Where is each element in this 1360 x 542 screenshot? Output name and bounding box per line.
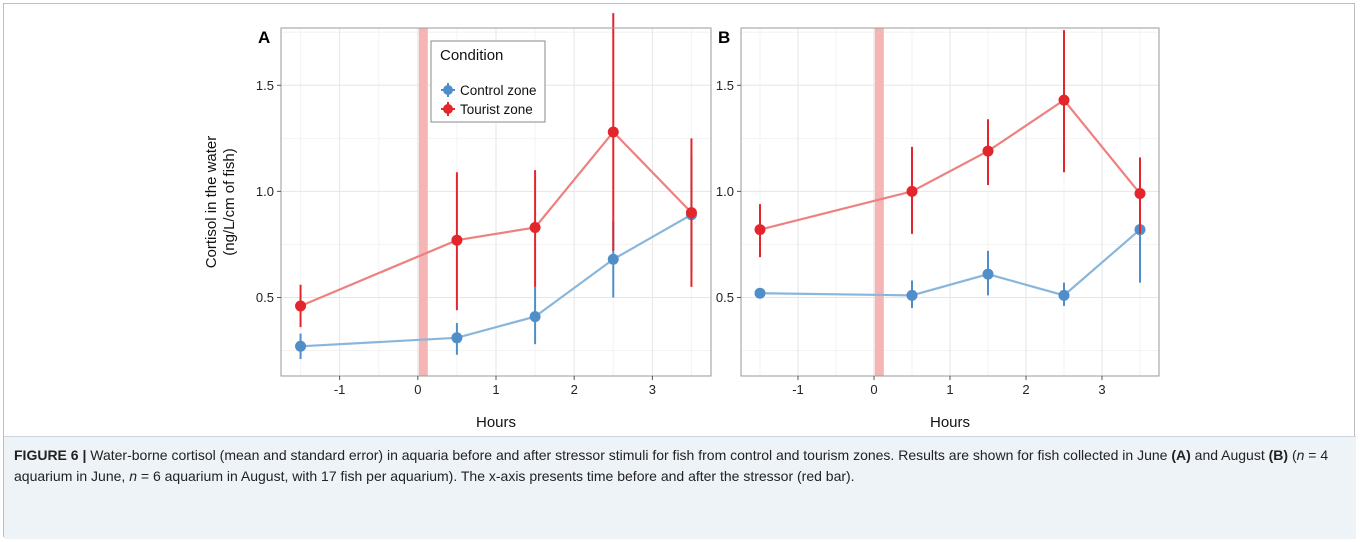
stressor-bar <box>418 28 428 376</box>
stressor-bar <box>874 28 884 376</box>
caption-text-3: ( <box>1288 447 1297 463</box>
y-tick-label: 1.5 <box>716 78 734 93</box>
x-tick-label: 0 <box>414 382 421 397</box>
caption-ref-august: (B) <box>1268 447 1289 463</box>
data-point <box>685 207 697 219</box>
data-point <box>451 332 463 344</box>
panel-label: A <box>258 28 270 47</box>
x-tick-label: 1 <box>492 382 499 397</box>
caption-ref-june: (A) <box>1171 447 1191 463</box>
legend-entry: Control zone <box>460 83 537 98</box>
data-point <box>906 185 918 197</box>
data-point <box>1058 289 1070 301</box>
legend-entry: Tourist zone <box>460 102 533 117</box>
x-axis-label: Hours <box>476 414 516 430</box>
figure-label: FIGURE 6 | <box>14 447 87 463</box>
data-point <box>529 311 541 323</box>
data-point <box>295 300 307 312</box>
data-point <box>529 221 541 233</box>
data-point <box>754 287 766 299</box>
panel-B: -1 0 1 2 3 0.5 1.0 1.5 Hours B <box>716 27 1160 430</box>
caption-n-symbol-2: n <box>129 468 137 484</box>
y-tick-label: 1.5 <box>256 78 274 93</box>
figure-chart-area: -1 0 1 2 3 0.5 1.0 1.5 Hours A Cortisol in the wat… <box>203 13 1160 430</box>
y-tick-label: 1.0 <box>716 184 734 199</box>
x-tick-label: 1 <box>946 382 953 397</box>
x-tick-label: 3 <box>1098 382 1105 397</box>
x-axis-label: Hours <box>930 414 970 430</box>
data-point <box>754 224 766 236</box>
legend: Condition Control zone Tourist zone <box>430 40 546 123</box>
caption-n-symbol: n <box>1296 447 1305 463</box>
x-tick-label: -1 <box>334 382 346 397</box>
y-axis-label-units: (ng/L/cm of fish) <box>221 148 238 256</box>
data-point <box>906 289 918 301</box>
data-point <box>982 145 994 157</box>
caption-text-2: and August <box>1190 447 1269 463</box>
data-point <box>451 234 463 246</box>
data-point <box>295 340 307 352</box>
data-point <box>1134 188 1146 200</box>
x-tick-label: 2 <box>1022 382 1029 397</box>
data-point <box>982 268 994 280</box>
x-tick-label: 2 <box>571 382 578 397</box>
panel-label: B <box>718 28 730 47</box>
y-tick-label: 1.0 <box>256 184 274 199</box>
legend-marker <box>443 104 453 114</box>
legend-title: Condition <box>440 47 503 64</box>
data-point <box>1058 94 1070 106</box>
data-point <box>607 126 619 138</box>
caption-background <box>4 436 1356 539</box>
y-tick-label: 0.5 <box>256 290 274 305</box>
caption-text-1: Water-borne cortisol (mean and standard … <box>86 447 1172 463</box>
data-point <box>607 253 619 265</box>
caption-text-4: = 4 aquarium in June, <box>14 447 1329 484</box>
panel-A: -1 0 1 2 3 0.5 1.0 1.5 Hours A Cortisol in the wat… <box>203 13 712 430</box>
figure-caption: FIGURE 6 | Water-borne cortisol (mean an… <box>14 445 1340 487</box>
legend-marker <box>443 85 453 95</box>
x-tick-label: 3 <box>649 382 656 397</box>
x-tick-label: 0 <box>870 382 877 397</box>
y-axis-label: Cortisol in the water <box>203 136 220 269</box>
y-tick-label: 0.5 <box>716 290 734 305</box>
caption-text-5: = 6 aquarium in August, with 17 fish per… <box>136 468 855 484</box>
x-tick-label: -1 <box>792 382 804 397</box>
